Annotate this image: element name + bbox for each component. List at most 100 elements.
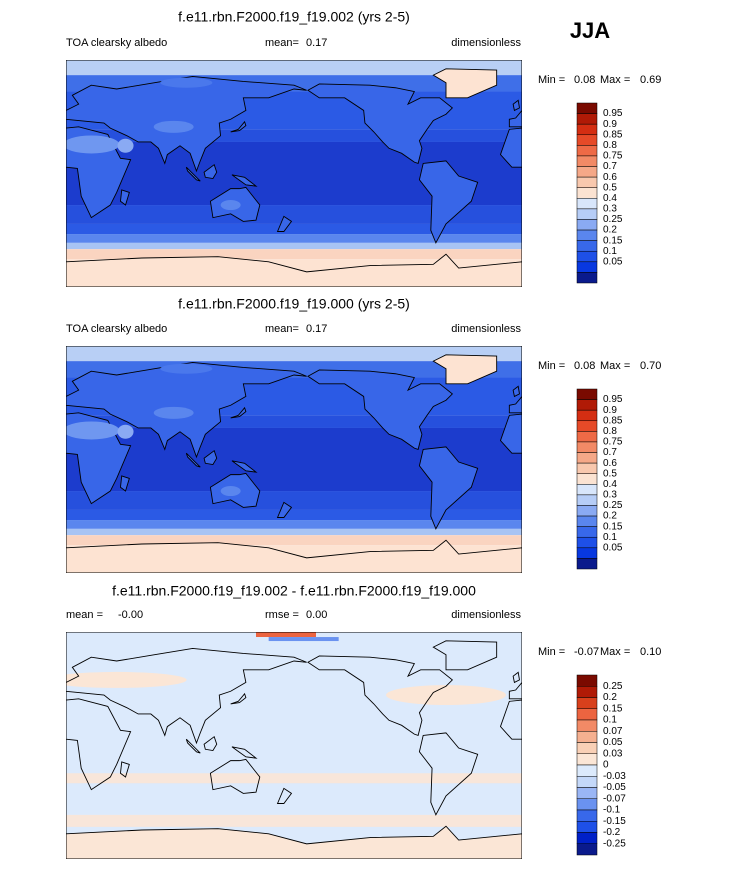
desert [66,421,120,440]
colorbar-label: 0.7 [603,161,617,172]
map [66,346,522,573]
coastline [185,452,201,468]
min-value: 0.08 [574,360,595,372]
coastline [230,406,247,419]
left-label: TOA clearsky albedo [66,323,167,335]
colorbar-box [576,764,598,777]
colorbar-box [576,261,598,273]
coastline [512,99,520,112]
colorbar-label: 0.25 [603,214,623,225]
coastline [307,83,454,164]
map [66,632,522,859]
desert [66,135,120,154]
coastline [276,787,293,804]
desert [153,120,194,133]
colorbar-box [576,240,598,252]
colorbar-box [576,558,598,570]
coastline [508,395,522,414]
map-band [66,60,522,76]
coastline [512,671,520,684]
colorbar-box [576,176,598,188]
panel-title: f.e11.rbn.F2000.f19_f19.000 (yrs 2-5) [178,296,410,312]
colorbar-box [576,708,598,721]
colorbar-label: -0.05 [603,782,626,793]
min-label: Min = [538,646,565,658]
colorbar-label: -0.1 [603,805,621,816]
colorbar-box [576,187,598,199]
min-label: Min = [538,74,565,86]
coastline [203,163,218,180]
map-band [66,205,522,224]
colorbar-label: 0.85 [603,415,623,426]
min-value: -0.07 [574,646,599,658]
colorbar-box [576,742,598,754]
coastline [432,640,498,671]
colorbar-label: 0.9 [603,405,617,416]
center-label: mean= [265,323,299,335]
colorbar-box [576,250,598,263]
colorbar-label: 0.2 [603,225,617,236]
coastline [432,68,498,99]
colorbar-label: 0.5 [603,468,617,479]
map-band [66,491,522,510]
colorbar-box [576,208,598,220]
colorbar-label: 0.8 [603,140,617,151]
colorbar-box [576,821,598,833]
colorbar-box [576,505,598,517]
colorbar-label: -0.25 [603,838,626,849]
colorbar-box [576,547,598,559]
min-value: 0.08 [574,74,595,86]
colorbar-box [576,843,598,856]
colorbar-label: 0.15 [603,235,623,246]
antarctica [66,539,522,573]
colorbar-label: 0.7 [603,447,617,458]
colorbar-box [576,787,598,799]
colorbar-label: 0.25 [603,500,623,511]
coastline [512,385,520,398]
units: dimensionless [451,323,521,335]
colorbar-box [576,832,598,844]
coastline [307,655,454,736]
colorbar-box [576,731,598,743]
colorbar-box [576,441,598,453]
map-band [66,509,522,521]
coastline [185,166,201,182]
colorbar-label: 0.95 [603,394,623,405]
colorbar-box [576,515,598,527]
snow [160,77,213,88]
max-value: 0.70 [640,360,661,372]
coastline [499,699,522,740]
colorbar-box [576,536,598,549]
colorbar-box [576,399,598,411]
snow [160,363,213,374]
coastline [418,732,479,816]
map-band [66,242,522,250]
map-band [66,234,522,243]
coastline [231,174,258,187]
max-value: 0.69 [640,74,661,86]
colorbar-label: 0.05 [603,737,623,748]
anomaly [66,814,522,827]
colorbar-box [576,431,598,443]
colorbar-box [576,776,598,788]
colorbar-box [576,229,598,241]
coastline [203,735,218,752]
coastline [119,761,130,778]
colorbar-box [576,166,598,178]
coastline [119,189,130,206]
coastline [418,160,479,244]
colorbar-box [576,526,598,538]
center-label: mean= [265,37,299,49]
desert [153,406,194,419]
antarctica [66,825,522,859]
max-value: 0.10 [640,646,661,658]
colorbar-box [576,113,598,125]
center-value: 0.17 [306,37,327,49]
colorbar-box [576,123,598,136]
units: dimensionless [451,37,521,49]
anomaly [256,632,316,637]
desert [117,138,134,153]
colorbar-box [576,452,598,464]
